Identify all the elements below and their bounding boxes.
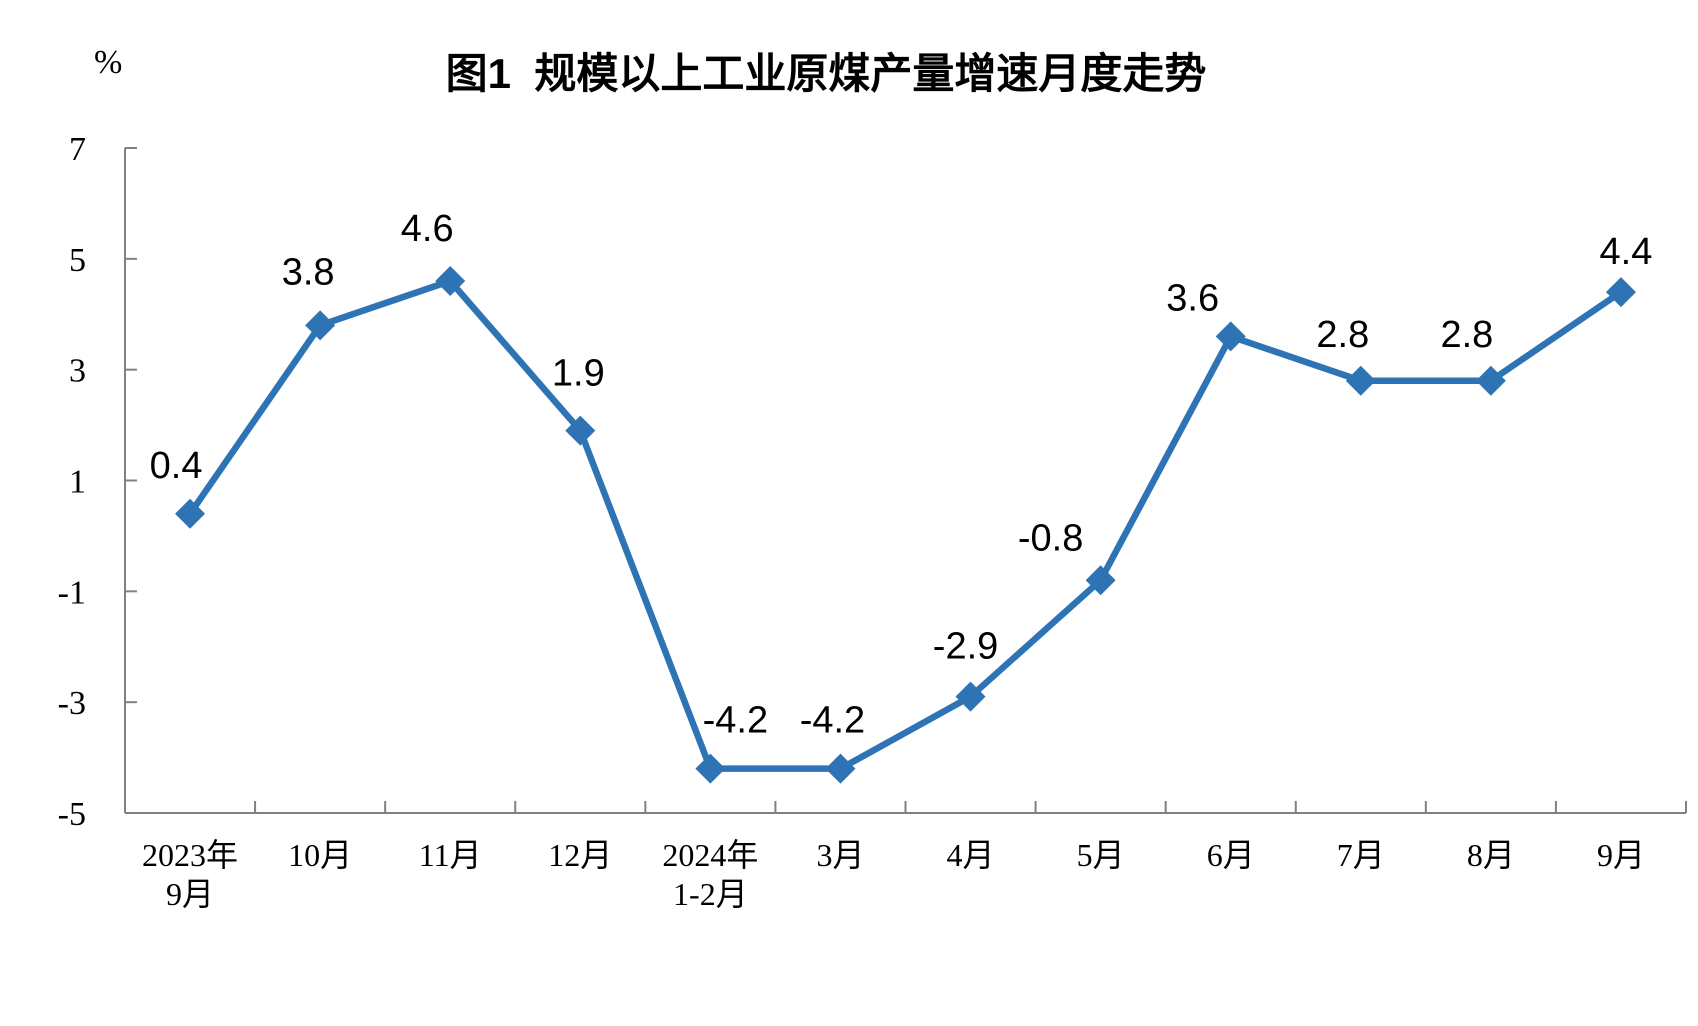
data-point-label: 3.6 xyxy=(1166,277,1219,319)
x-axis-label: 11月 xyxy=(419,837,482,873)
x-axis-label: 7月 xyxy=(1337,837,1385,873)
y-axis-tick-label: -5 xyxy=(58,796,86,833)
data-point-label: -0.8 xyxy=(1018,517,1083,559)
data-point-label: 4.6 xyxy=(401,208,454,250)
x-axis-label: 2023年 9月 xyxy=(142,837,238,912)
data-point-marker xyxy=(1215,321,1246,352)
x-axis-label: 3月 xyxy=(816,837,864,873)
data-point-label: -4.2 xyxy=(703,700,768,742)
data-point-label: 0.4 xyxy=(150,445,203,487)
x-axis-label: 6月 xyxy=(1207,837,1255,873)
data-point-label: 3.8 xyxy=(282,251,335,293)
data-point-marker xyxy=(1345,365,1376,396)
data-line xyxy=(186,277,1625,772)
y-axis-tick-label: 1 xyxy=(69,464,86,501)
data-point-label: 4.4 xyxy=(1600,231,1653,273)
y-axis-unit-label: % xyxy=(94,44,123,81)
data-point-label: 1.9 xyxy=(552,353,605,395)
data-point-marker xyxy=(695,753,726,784)
data-point-marker xyxy=(305,310,336,341)
data-point-marker xyxy=(435,266,466,296)
x-axis-label: 2024年 1-2月 xyxy=(662,837,758,912)
data-point-marker xyxy=(1605,277,1636,308)
y-axis-tick-label: -1 xyxy=(58,574,86,611)
x-axis-label: 12月 xyxy=(548,837,612,873)
data-point-label: -2.9 xyxy=(933,626,998,668)
data-point-marker xyxy=(1085,565,1116,596)
x-axis-label: 9月 xyxy=(1597,837,1645,873)
data-point-marker xyxy=(825,753,856,784)
y-axis-tick-label: 7 xyxy=(69,131,86,168)
data-point-label: 2.8 xyxy=(1440,314,1493,356)
chart-title: 图1 规模以上工业原煤产量增速月度走势 xyxy=(445,50,1207,97)
x-axis-label: 5月 xyxy=(1077,837,1125,873)
data-point-marker xyxy=(1475,365,1506,396)
y-axis-tick-label: 5 xyxy=(69,242,86,279)
data-point-label: 2.8 xyxy=(1316,314,1369,356)
data-point-label: -4.2 xyxy=(800,700,865,742)
data-point-marker xyxy=(175,498,206,529)
data-point-marker xyxy=(565,415,596,446)
x-axis-label: 8月 xyxy=(1467,837,1515,873)
x-axis-label: 4月 xyxy=(947,837,995,873)
x-axis-label: 10月 xyxy=(288,837,352,873)
y-axis-tick-label: 3 xyxy=(69,353,86,390)
y-axis-tick-label: -3 xyxy=(58,685,86,722)
data-point-marker xyxy=(955,681,986,712)
